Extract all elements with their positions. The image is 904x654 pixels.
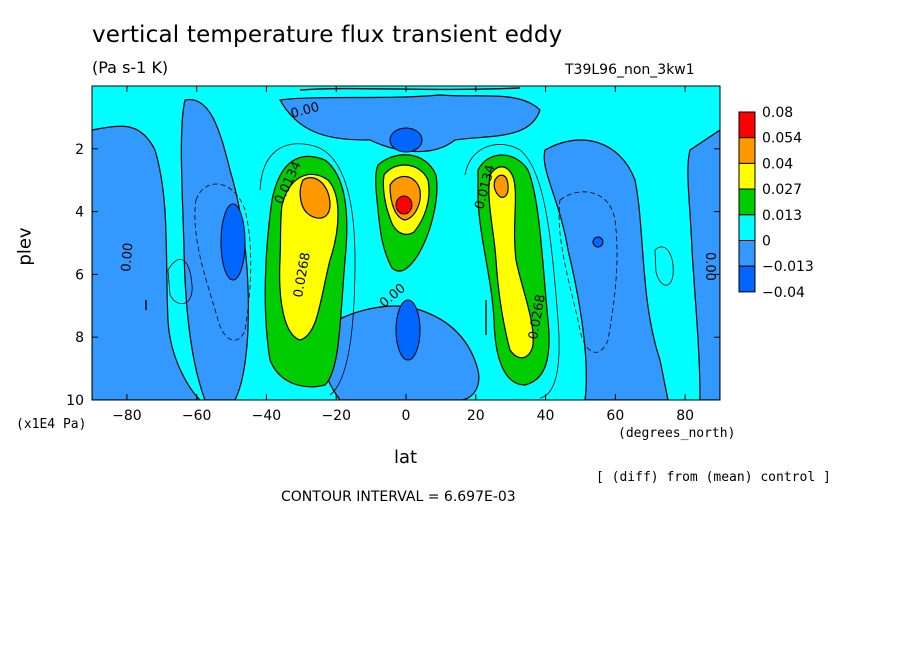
colorbar-swatch	[738, 240, 756, 267]
x-tick-label: 0	[402, 408, 411, 424]
colorbar-legend: 0.08 0.054 0.04 0.027 0.013 0 −0.013 −0.04	[738, 105, 814, 301]
colorbar-swatch	[738, 137, 756, 164]
colorbar-label: −0.04	[762, 285, 805, 301]
contour-line	[558, 191, 618, 353]
contour-line	[464, 144, 560, 399]
colorbar-label: 0.08	[762, 105, 793, 121]
x-axis-units: (degrees_north)	[618, 426, 736, 441]
x-axis: −80 −60 −40 −20 0 20 40 60 80	[112, 86, 694, 424]
neg-region-top	[279, 94, 541, 153]
neg-region-bottom	[318, 305, 480, 400]
x-tick-label: −20	[321, 408, 351, 424]
neg-core-bottom	[395, 299, 421, 361]
pos-lobe-left-orange	[299, 177, 331, 219]
neg-region-left2	[180, 99, 250, 400]
contour-label: 0.00	[289, 100, 321, 122]
y-tick-label: 10	[66, 393, 84, 409]
colorbar-label: −0.013	[762, 259, 814, 275]
pos-core-center-red	[395, 195, 413, 215]
neg-region-left	[92, 125, 201, 400]
x-tick-label: 20	[467, 408, 485, 424]
x-tick-label: −60	[182, 408, 212, 424]
colorbar-label: 0	[762, 234, 771, 250]
contour-line-top	[299, 87, 521, 91]
neg-region-far-right	[687, 129, 720, 400]
colorbar-label: 0.054	[762, 131, 802, 147]
contour-label: 0.00	[119, 242, 136, 272]
x-axis-label: lat	[394, 447, 418, 468]
colorbar-swatch	[738, 214, 756, 242]
y-tick-label: 4	[75, 205, 84, 221]
neg-core-top	[389, 127, 423, 153]
y-tick-label: 6	[75, 267, 84, 283]
chart-title: vertical temperature flux transient eddy	[92, 22, 563, 48]
x-tick-label: −40	[252, 408, 282, 424]
colorbar-label: 0.013	[762, 208, 802, 224]
colorbar-swatch	[738, 162, 756, 190]
x-tick-label: 60	[606, 408, 624, 424]
x-tick-label: 80	[676, 408, 694, 424]
chart-units: (Pa s-1 K)	[92, 58, 169, 77]
y-axis: 2 4 6 8 10	[66, 142, 720, 409]
colorbar-swatch	[738, 188, 756, 216]
run-id: T39L96_non_3kw1	[565, 62, 695, 78]
contour-interval: CONTOUR INTERVAL = 6.697E-03	[281, 489, 516, 505]
contour-line	[654, 246, 674, 286]
contour-line	[259, 143, 356, 396]
diff-note: [ (diff) from (mean) control ]	[596, 470, 831, 485]
y-tick-label: 8	[75, 330, 84, 346]
pos-lobe-right-yellow	[488, 166, 534, 359]
plot-area	[92, 86, 720, 400]
neg-core-right	[592, 236, 604, 248]
colorbar-label: 0.027	[762, 182, 802, 198]
y-tick-label: 2	[75, 142, 84, 158]
contour-line	[194, 183, 252, 341]
colorbar-label: 0.04	[762, 156, 793, 172]
contour-line	[167, 258, 193, 305]
neg-region-right	[543, 139, 669, 400]
x-tick-label: −80	[112, 408, 142, 424]
y-axis-scale: (x1E4 Pa)	[16, 417, 87, 432]
x-tick-label: 40	[537, 408, 555, 424]
colorbar-swatch	[738, 111, 756, 139]
contour-label: 0.00	[702, 252, 717, 281]
colorbar-swatch	[738, 265, 756, 293]
neg-core-left	[220, 203, 246, 281]
pos-lobe-right-orange	[493, 174, 509, 198]
